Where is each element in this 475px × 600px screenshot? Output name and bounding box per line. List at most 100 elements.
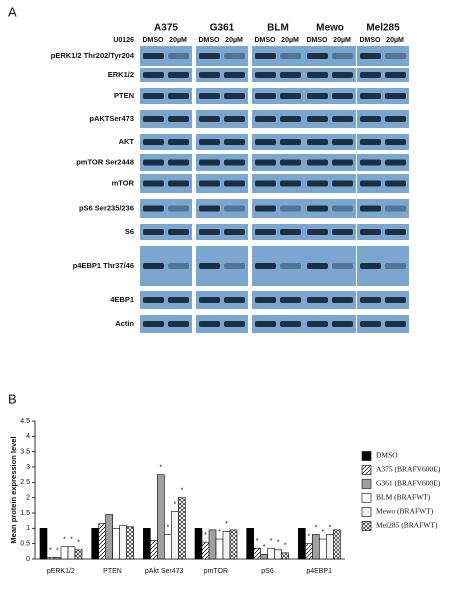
significance: * [277, 540, 280, 547]
band [360, 116, 381, 122]
band [143, 159, 164, 166]
significance: * [256, 538, 259, 545]
panel-label: B [8, 391, 17, 406]
band [280, 53, 301, 59]
blot [304, 174, 356, 193]
blot [304, 291, 356, 309]
band [168, 263, 189, 269]
blot [357, 224, 409, 240]
band [280, 93, 301, 99]
band [360, 297, 381, 303]
treatment: DMSO [307, 37, 329, 44]
band [199, 180, 220, 187]
band [168, 72, 189, 78]
significance: * [321, 529, 324, 536]
significance: * [166, 524, 169, 531]
band [360, 93, 381, 99]
band [332, 139, 353, 145]
y-tick-label: 3.5 [20, 449, 30, 456]
band [168, 205, 189, 212]
band [332, 229, 353, 235]
band [224, 53, 245, 59]
blot [196, 68, 248, 82]
cell-line-label: BLM [267, 23, 289, 34]
blot [357, 154, 409, 171]
band [385, 139, 406, 145]
band [385, 159, 406, 166]
row-label: AKT [119, 137, 135, 146]
band [360, 72, 381, 78]
blot [304, 134, 356, 150]
band [307, 139, 328, 145]
band [199, 229, 220, 235]
significance: * [270, 538, 273, 545]
row-label: PTEN [114, 91, 134, 100]
bar [312, 534, 320, 560]
band [332, 116, 353, 122]
band [255, 93, 276, 99]
legend-label: Mel285 (BRAFWT) [376, 521, 438, 530]
y-tick-label: 4.5 [20, 418, 30, 425]
significance: * [173, 501, 176, 508]
legend-label: G361 (BRAFV600E) [376, 479, 441, 488]
bar [274, 549, 282, 560]
band [332, 297, 353, 303]
panel-label: A [8, 4, 17, 19]
treatment: 20µM [281, 37, 299, 44]
bar [326, 534, 334, 560]
blot [304, 224, 356, 240]
blot [304, 88, 356, 104]
bar [164, 534, 172, 560]
band [385, 72, 406, 78]
blot [140, 134, 192, 150]
row-label: pmTOR Ser2448 [76, 157, 134, 166]
y-axis-title: Mean protein expression level [9, 436, 18, 543]
treatment: DMSO [143, 37, 165, 44]
bar [305, 543, 313, 560]
band [255, 139, 276, 145]
legend-label: Mewo (BRAFWT) [376, 507, 434, 516]
row-label: p4EBP1 Thr37/46 [73, 261, 134, 270]
bar [208, 529, 217, 560]
bar [112, 528, 120, 560]
bar [60, 546, 69, 560]
x-tick-label: PTEN [103, 568, 122, 575]
band [224, 321, 245, 327]
band [255, 180, 276, 187]
bar [246, 528, 254, 560]
band [307, 159, 328, 166]
blot [252, 291, 304, 309]
band [307, 297, 328, 303]
row-label: pS6 Ser235/236 [79, 203, 134, 212]
bar [253, 547, 261, 560]
band [224, 93, 245, 99]
band [332, 159, 353, 166]
band [307, 180, 328, 187]
blot [140, 88, 192, 104]
band [332, 93, 353, 99]
row-label: pERK1/2 Thr202/Tyr204 [51, 51, 135, 60]
bar [126, 526, 134, 560]
blot [140, 110, 192, 128]
band [385, 229, 406, 235]
band [360, 139, 381, 145]
cell-line-label: G361 [210, 23, 235, 34]
bar [319, 538, 327, 560]
legend-swatch [361, 521, 372, 531]
treatment: 20µM [225, 37, 243, 44]
band [385, 263, 406, 269]
bar [74, 549, 83, 560]
y-tick-label: 2.5 [20, 479, 30, 486]
blot [357, 134, 409, 150]
significance: * [307, 534, 310, 541]
band [143, 116, 164, 122]
band [143, 263, 164, 269]
blot [196, 110, 248, 128]
bar [53, 557, 62, 560]
blot [357, 291, 409, 309]
blot [304, 68, 356, 82]
band [280, 72, 301, 78]
row-label: Actin [115, 319, 134, 328]
bar [201, 541, 210, 560]
legend-label: A375 (BRAFV600E) [376, 465, 441, 474]
